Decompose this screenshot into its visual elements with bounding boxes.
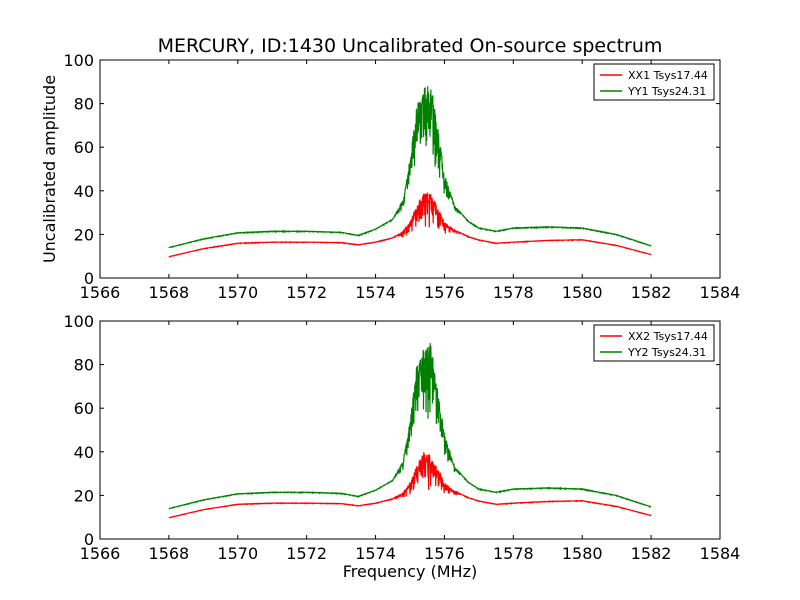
x-tick-label: 1584 (700, 283, 741, 302)
chart-panel-1: 1566 1568 1570 1572 1574 1576 1578 1580 1582 1584… (40, 35, 740, 302)
axes-frame (99, 59, 721, 279)
chart-panel-2: 1566 1568 1570 1572 1574 1576 1578 1580 1582 1584… (63, 312, 740, 581)
y-axis-label: Uncalibrated amplitude (40, 75, 59, 263)
series-group (168, 343, 652, 519)
y-tick-label: 0 (84, 269, 94, 288)
x-tick-label: 1580 (562, 544, 603, 563)
x-tick-label: 1574 (355, 544, 396, 563)
legend-box (593, 63, 715, 101)
x-tick-label: 1570 (217, 544, 258, 563)
y-tick-label: 20 (74, 486, 94, 505)
y-tick-label: 80 (74, 356, 94, 375)
x-tick-label: 1578 (493, 544, 534, 563)
y-tick-label: 60 (74, 138, 94, 157)
series-line-xx2 (168, 452, 652, 519)
x-tick-label: 1570 (217, 283, 258, 302)
x-tick-label: 1572 (286, 544, 327, 563)
x-tick-label: 1566 (80, 544, 121, 563)
x-tick-label: 1574 (355, 283, 396, 302)
legend-entry: XX2 Tsys17.44 (628, 330, 708, 343)
y-tick-label: 60 (74, 399, 94, 418)
x-tick-label: 1576 (424, 283, 465, 302)
series-line-yy1 (168, 86, 652, 249)
x-tick-label: 1576 (424, 544, 465, 563)
series-line-yy2 (168, 343, 652, 510)
y-tick-label: 0 (84, 530, 94, 549)
x-tick-label: 1568 (149, 283, 190, 302)
x-tick-label: 1572 (286, 283, 327, 302)
y-tick-label: 40 (74, 443, 94, 462)
y-tick-label: 100 (63, 312, 94, 331)
x-tick-label: 1578 (493, 283, 534, 302)
legend-entry: YY1 Tsys24.31 (627, 85, 706, 98)
x-tick-label: 1580 (562, 283, 603, 302)
series-group (168, 86, 652, 258)
legend-entry: YY2 Tsys24.31 (627, 346, 706, 359)
y-tick-label: 20 (74, 225, 94, 244)
x-tick-label: 1584 (700, 544, 741, 563)
chart-title: MERCURY, ID:1430 Uncalibrated On-source … (158, 35, 663, 57)
x-tick-label: 1566 (80, 283, 121, 302)
legend: XX2 Tsys17.44 YY2 Tsys24.31 (593, 324, 715, 362)
plot-panels: 1566 1568 1570 1572 1574 1576 1578 1580 1582 1584… (40, 35, 740, 581)
axes-frame (99, 320, 721, 540)
y-tick-label: 80 (74, 95, 94, 114)
x-tick-label: 1582 (631, 283, 672, 302)
legend-entry: XX1 Tsys17.44 (628, 69, 708, 82)
legend-box (593, 324, 715, 362)
y-tick-label: 100 (63, 51, 94, 70)
legend: XX1 Tsys17.44 YY1 Tsys24.31 (593, 63, 715, 101)
x-axis-label: Frequency (MHz) (343, 562, 477, 581)
x-tick-label: 1568 (149, 544, 190, 563)
y-tick-label: 40 (74, 182, 94, 201)
series-line-xx1 (168, 192, 652, 258)
x-tick-label: 1582 (631, 544, 672, 563)
